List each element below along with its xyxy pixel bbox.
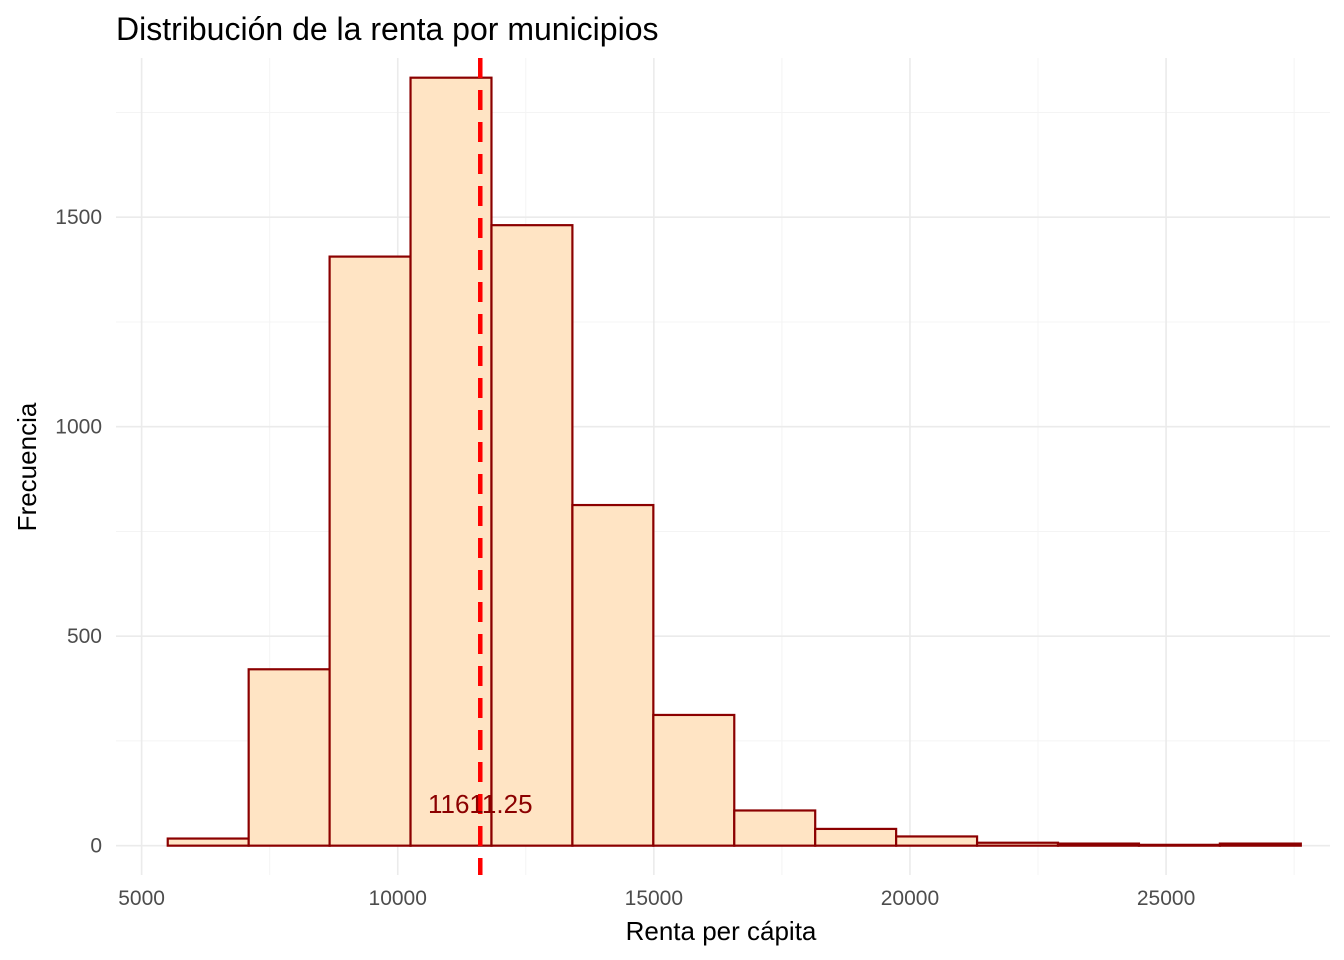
y-tick-label: 1000 bbox=[55, 416, 102, 439]
histogram-bar bbox=[328, 255, 412, 847]
mean-label: 11611.25 bbox=[428, 789, 533, 819]
y-axis-tick-labels: 0 500 1000 1500 bbox=[55, 206, 102, 857]
histogram-bar bbox=[409, 76, 493, 847]
histogram-bar bbox=[652, 713, 736, 847]
histogram-bar bbox=[975, 841, 1060, 847]
histogram-bar bbox=[814, 827, 898, 847]
x-axis-title: Renta per cápita bbox=[626, 916, 817, 946]
x-tick-label: 20000 bbox=[881, 887, 939, 910]
histogram-bar bbox=[1056, 842, 1141, 847]
histogram-bar bbox=[571, 503, 655, 847]
histogram-bar bbox=[733, 809, 817, 847]
chart-title: Distribución de la renta por municipios bbox=[116, 11, 658, 47]
x-tick-label: 5000 bbox=[118, 887, 165, 910]
grid-lines bbox=[116, 58, 1330, 875]
y-tick-label: 500 bbox=[67, 625, 102, 648]
histogram-bar bbox=[1137, 843, 1221, 847]
x-tick-label: 15000 bbox=[625, 887, 683, 910]
mean-marker: 11611.25 bbox=[428, 58, 533, 875]
y-axis-title: Frecuencia bbox=[12, 402, 42, 531]
histogram-bar bbox=[895, 835, 979, 847]
histogram-bar bbox=[1218, 842, 1302, 847]
y-tick-label: 1500 bbox=[55, 206, 102, 229]
x-tick-label: 25000 bbox=[1137, 887, 1195, 910]
histogram-bars bbox=[166, 76, 1302, 847]
y-tick-label: 0 bbox=[90, 835, 102, 858]
x-tick-label: 10000 bbox=[369, 887, 427, 910]
histogram-bar bbox=[166, 837, 250, 847]
histogram-bar bbox=[247, 668, 331, 847]
histogram-bar bbox=[490, 224, 574, 847]
x-axis-tick-labels: 5000 10000 15000 20000 25000 bbox=[118, 887, 1195, 910]
